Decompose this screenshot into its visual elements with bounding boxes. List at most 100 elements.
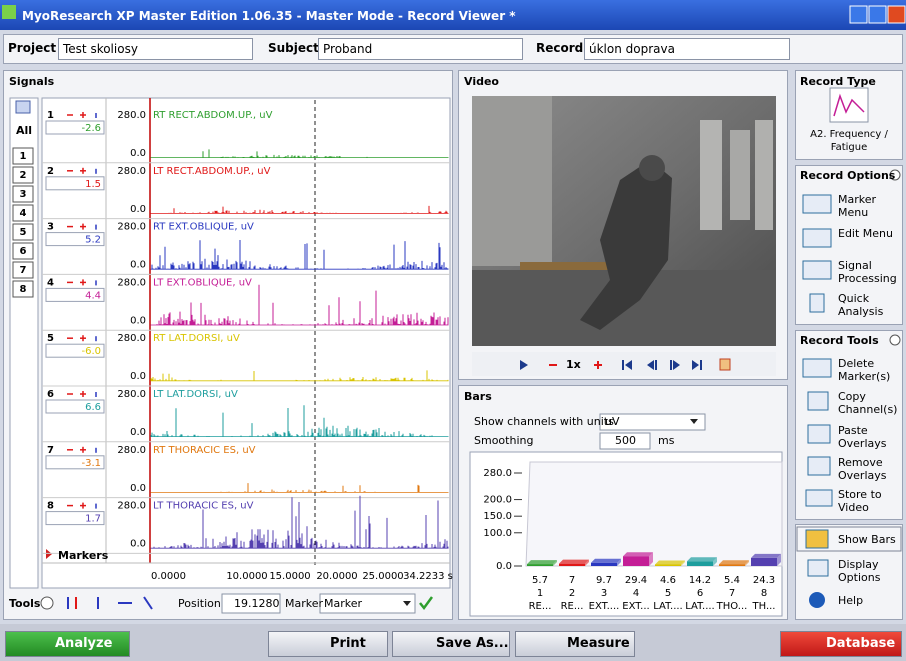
channel-max: 280.0 <box>117 445 146 456</box>
time-tick-label: 15.0000 <box>269 571 310 582</box>
sidebar-item[interactable]: Delete Marker(s) <box>838 357 902 383</box>
channel-button-label[interactable]: 2 <box>20 170 27 181</box>
bar-category: 3 <box>601 588 607 599</box>
time-tick-label: 25.0000 <box>362 571 403 582</box>
channel-number: 7 <box>47 445 54 456</box>
y-tick-label: 100.0 <box>483 528 512 539</box>
bar-value-label: 7 <box>569 575 575 586</box>
bar <box>687 561 713 566</box>
sidebar-item[interactable]: Paste Overlays <box>838 424 902 450</box>
markers-label: Markers <box>58 549 108 562</box>
smoothing-value[interactable]: 500 <box>615 434 636 447</box>
sidebar-item[interactable]: Remove Overlays <box>838 456 902 482</box>
bar-category: 4 <box>633 588 639 599</box>
channel-max: 280.0 <box>117 166 146 177</box>
bar-value-label: 5.4 <box>724 575 740 586</box>
sidebar-item[interactable]: Edit Menu <box>838 227 902 240</box>
channel-min: 0.0 <box>130 148 146 159</box>
measure-label[interactable]: Measure <box>567 636 630 651</box>
bar-top <box>623 552 653 556</box>
app-icon <box>2 5 16 19</box>
bar-name: EXT... <box>622 601 649 612</box>
y-tick-label: 280.0 <box>483 468 512 479</box>
channel-button-label[interactable]: 3 <box>20 189 27 200</box>
channel-value: -6.0 <box>81 346 101 357</box>
channel-value: 4.4 <box>85 290 101 301</box>
bar-value-label: 29.4 <box>625 575 647 586</box>
all-channels-button[interactable]: All <box>16 124 32 137</box>
channel-value: -3.1 <box>81 458 101 469</box>
position-value[interactable]: 19.1280 <box>234 597 280 610</box>
bar-value-label: 24.3 <box>753 575 775 586</box>
channel-min: 0.0 <box>130 371 146 382</box>
bar-category: 1 <box>537 588 543 599</box>
y-tick-label: 0.0 <box>496 561 512 572</box>
video-speed[interactable]: 1x <box>566 358 581 371</box>
sidebar-item[interactable]: Copy Channel(s) <box>838 390 902 416</box>
time-tick-label: 20.0000 <box>316 571 357 582</box>
bar-top <box>751 554 781 558</box>
channel-button-label[interactable]: 4 <box>20 208 27 219</box>
channel-max: 280.0 <box>117 277 146 288</box>
bar-name: LAT.... <box>685 601 715 612</box>
bar-value-label: 14.2 <box>689 575 711 586</box>
channel-button-label[interactable]: 8 <box>20 284 27 295</box>
channel-max: 280.0 <box>117 333 146 344</box>
bar-top <box>559 560 589 564</box>
sidebar-item[interactable]: Signal Processing <box>838 259 902 285</box>
window-buttons[interactable] <box>850 6 905 23</box>
channel-min: 0.0 <box>130 483 146 494</box>
print-label[interactable]: Print <box>330 636 366 651</box>
bar-top <box>719 560 749 564</box>
show-bars-button[interactable]: Show Bars <box>838 533 896 546</box>
bar-name: RE... <box>561 601 584 612</box>
channel-button-label[interactable]: 1 <box>20 151 27 162</box>
channel-number: 3 <box>47 222 54 233</box>
bar-top <box>655 560 685 564</box>
tools-label: Tools <box>9 597 40 610</box>
analyze-label[interactable]: Analyze <box>55 636 112 651</box>
display-options-button[interactable]: Display Options <box>838 558 900 584</box>
confirm-check[interactable] <box>420 597 432 608</box>
tools-collapse[interactable] <box>41 597 53 609</box>
time-tick-label: 0.0000 <box>151 571 186 582</box>
channel-value: 5.2 <box>85 235 101 246</box>
marker-value[interactable]: Marker <box>324 597 362 610</box>
channel-label: RT THORACIC ES, uV <box>153 445 256 456</box>
drawing-layer: 123456781-2.6280.00.0RT RECT.ABDOM.UP., … <box>0 0 906 661</box>
save-as-label[interactable]: Save As... <box>436 636 509 651</box>
sidebar-item[interactable]: Quick Analysis <box>838 292 902 318</box>
channel-value: 1.5 <box>85 179 101 190</box>
sidebar-item[interactable]: Store to Video <box>838 488 902 514</box>
channel-max: 280.0 <box>117 501 146 512</box>
channel-max: 280.0 <box>117 389 146 400</box>
record-type-title: Record Type <box>800 75 876 88</box>
channel-max: 280.0 <box>117 110 146 121</box>
channel-number: 4 <box>47 277 54 288</box>
sidebar-item[interactable]: Marker Menu <box>838 193 902 219</box>
position-label: Position <box>178 597 221 610</box>
channel-min: 0.0 <box>130 427 146 438</box>
bars-plot-frame <box>526 462 782 566</box>
bar-top <box>591 559 621 563</box>
channel-number: 1 <box>47 110 54 121</box>
channel-button-label[interactable]: 5 <box>20 227 27 238</box>
record-options-title: Record Options <box>800 169 895 182</box>
collapse-button[interactable] <box>890 335 900 345</box>
channel-min: 0.0 <box>130 204 146 215</box>
database-label[interactable]: Database <box>826 636 895 651</box>
bar-category: 7 <box>729 588 735 599</box>
bar <box>559 564 585 566</box>
bar-name: EXT.... <box>589 601 620 612</box>
channels-icon[interactable] <box>16 101 30 113</box>
help-button[interactable]: Help <box>838 594 863 607</box>
units-value[interactable]: uV <box>605 415 620 428</box>
bar <box>527 564 553 566</box>
channel-button-label[interactable]: 6 <box>20 246 27 257</box>
channel-min: 0.0 <box>130 315 146 326</box>
tool-icons[interactable] <box>68 597 152 609</box>
print-button[interactable] <box>268 631 388 657</box>
bar-value-label: 9.7 <box>596 575 612 586</box>
bar <box>655 564 681 566</box>
channel-button-label[interactable]: 7 <box>20 265 27 276</box>
